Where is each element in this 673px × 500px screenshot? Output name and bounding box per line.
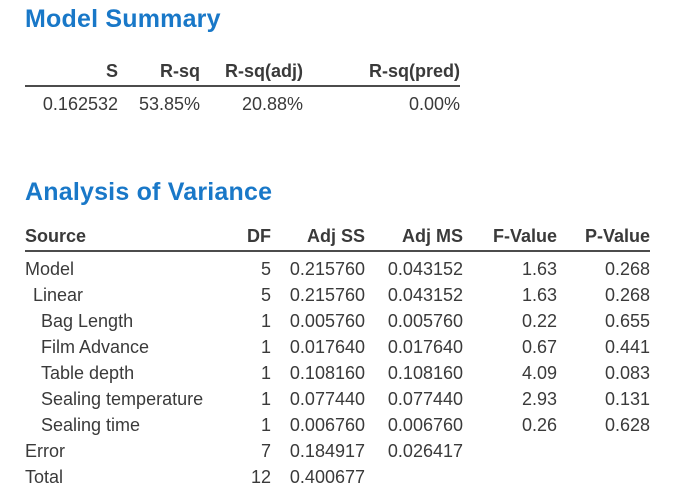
source-cell: Linear	[33, 285, 84, 305]
source-cell: Film Advance	[41, 337, 150, 357]
adj-ms-cell: 0.108160	[387, 363, 463, 383]
adj-ss-cell: 0.184917	[289, 441, 365, 461]
adj-ms-cell: 0.005760	[387, 311, 463, 331]
adj-ss-cell: 0.215760	[289, 259, 365, 279]
source-cell: Model	[25, 259, 75, 279]
df-cell: 1	[260, 363, 271, 383]
column-header-adj-ss: Adj SS	[306, 226, 365, 246]
p-value-cell: 0.268	[604, 285, 650, 305]
df-cell: 1	[260, 415, 271, 435]
model-summary-header-row: S R-sq R-sq(adj) R-sq(pred)	[25, 60, 460, 86]
model-summary-title: Model Summary	[25, 5, 221, 33]
anova-table: Source DF Adj SS Adj MS F-Value P-Value …	[25, 225, 650, 490]
table-row: Bag Length 1 0.005760 0.005760 0.22 0.65…	[25, 308, 650, 334]
adj-ss-cell: 0.077440	[289, 389, 365, 409]
source-cell: Sealing time	[41, 415, 141, 435]
df-cell: 12	[250, 467, 271, 487]
adj-ss-cell: 0.006760	[289, 415, 365, 435]
f-value-cell	[463, 464, 557, 490]
rsq-adj-value: 20.88%	[241, 94, 303, 114]
column-header-s: S	[105, 61, 118, 81]
f-value-cell	[463, 438, 557, 464]
anova-header-row: Source DF Adj SS Adj MS F-Value P-Value	[25, 225, 650, 251]
f-value-cell: 0.22	[521, 311, 557, 331]
f-value-cell: 1.63	[521, 285, 557, 305]
adj-ms-cell: 0.017640	[387, 337, 463, 357]
table-row: Table depth 1 0.108160 0.108160 4.09 0.0…	[25, 360, 650, 386]
model-summary-value-row: 0.162532 53.85% 20.88% 0.00%	[25, 86, 460, 117]
model-summary-table: S R-sq R-sq(adj) R-sq(pred) 0.162532 53.…	[25, 60, 460, 117]
source-cell: Sealing temperature	[41, 389, 204, 409]
column-header-df: DF	[247, 226, 271, 246]
column-header-source: Source	[25, 226, 87, 246]
anova-title: Analysis of Variance	[25, 178, 273, 206]
adj-ms-cell	[365, 464, 463, 490]
s-value: 0.162532	[42, 94, 118, 114]
table-row: Model 5 0.215760 0.043152 1.63 0.268	[25, 251, 650, 282]
df-cell: 7	[260, 441, 271, 461]
column-header-f-value: F-Value	[492, 226, 557, 246]
adj-ss-cell: 0.215760	[289, 285, 365, 305]
table-row: Linear 5 0.215760 0.043152 1.63 0.268	[25, 282, 650, 308]
source-cell: Error	[25, 441, 65, 461]
p-value-cell	[557, 438, 650, 464]
p-value-cell: 0.083	[604, 363, 650, 383]
table-row: Sealing temperature 1 0.077440 0.077440 …	[25, 386, 650, 412]
f-value-cell: 4.09	[521, 363, 557, 383]
p-value-cell: 0.655	[604, 311, 650, 331]
adj-ms-cell: 0.006760	[387, 415, 463, 435]
df-cell: 1	[260, 337, 271, 357]
table-row: Film Advance 1 0.017640 0.017640 0.67 0.…	[25, 334, 650, 360]
f-value-cell: 0.26	[521, 415, 557, 435]
p-value-cell: 0.268	[604, 259, 650, 279]
adj-ms-cell: 0.026417	[387, 441, 463, 461]
f-value-cell: 0.67	[521, 337, 557, 357]
p-value-cell: 0.441	[604, 337, 650, 357]
source-cell: Table depth	[41, 363, 135, 383]
source-cell: Bag Length	[41, 311, 134, 331]
p-value-cell	[557, 464, 650, 490]
adj-ss-cell: 0.108160	[289, 363, 365, 383]
table-row: Sealing time 1 0.006760 0.006760 0.26 0.…	[25, 412, 650, 438]
column-header-rsq-pred: R-sq(pred)	[369, 61, 460, 81]
column-header-rsq: R-sq	[160, 61, 200, 81]
column-header-p-value: P-Value	[584, 226, 650, 246]
adj-ss-cell: 0.017640	[289, 337, 365, 357]
adj-ss-cell: 0.005760	[289, 311, 365, 331]
column-header-rsq-adj: R-sq(adj)	[225, 61, 303, 81]
rsq-value: 53.85%	[138, 94, 200, 114]
rsq-pred-value: 0.00%	[408, 94, 460, 114]
table-row: Error 7 0.184917 0.026417	[25, 438, 650, 464]
df-cell: 5	[260, 259, 271, 279]
adj-ms-cell: 0.043152	[387, 259, 463, 279]
p-value-cell: 0.628	[604, 415, 650, 435]
df-cell: 1	[260, 311, 271, 331]
column-header-adj-ms: Adj MS	[402, 226, 463, 246]
adj-ms-cell: 0.043152	[387, 285, 463, 305]
adj-ms-cell: 0.077440	[387, 389, 463, 409]
adj-ss-cell: 0.400677	[289, 467, 365, 487]
f-value-cell: 2.93	[521, 389, 557, 409]
f-value-cell: 1.63	[521, 259, 557, 279]
df-cell: 1	[260, 389, 271, 409]
p-value-cell: 0.131	[604, 389, 650, 409]
source-cell: Total	[25, 467, 64, 487]
df-cell: 5	[260, 285, 271, 305]
table-row: Total 12 0.400677	[25, 464, 650, 490]
